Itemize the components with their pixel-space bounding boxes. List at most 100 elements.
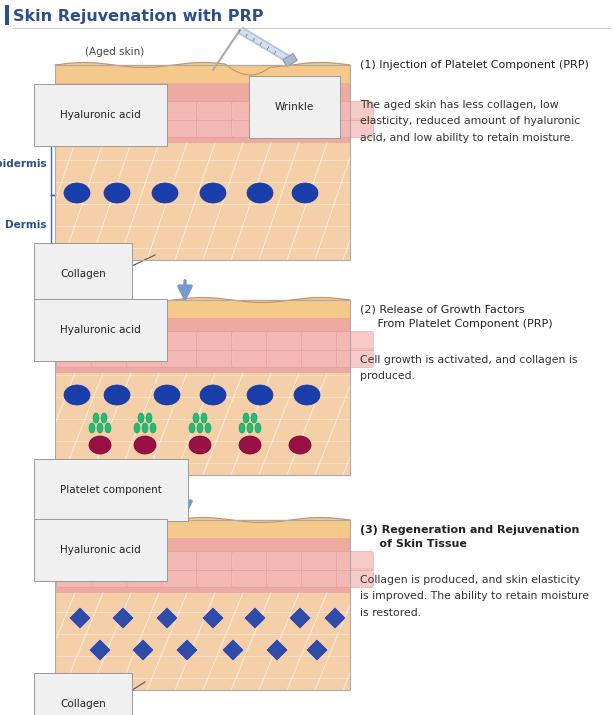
FancyBboxPatch shape xyxy=(301,348,338,368)
FancyBboxPatch shape xyxy=(126,102,163,121)
Bar xyxy=(55,318,350,373)
FancyBboxPatch shape xyxy=(91,568,128,588)
FancyBboxPatch shape xyxy=(196,348,233,368)
FancyBboxPatch shape xyxy=(266,568,303,588)
Polygon shape xyxy=(325,608,345,628)
FancyBboxPatch shape xyxy=(91,551,128,571)
FancyBboxPatch shape xyxy=(91,348,128,368)
Polygon shape xyxy=(307,640,327,660)
Text: Collagen is produced, and skin elasticity
is improved. The ability to retain moi: Collagen is produced, and skin elasticit… xyxy=(360,575,589,618)
Polygon shape xyxy=(203,608,223,628)
Ellipse shape xyxy=(101,413,107,423)
Bar xyxy=(283,54,297,66)
FancyBboxPatch shape xyxy=(266,551,303,571)
Ellipse shape xyxy=(205,423,211,433)
FancyBboxPatch shape xyxy=(91,332,128,350)
Text: Platelet component: Platelet component xyxy=(60,485,162,495)
FancyBboxPatch shape xyxy=(126,348,163,368)
FancyBboxPatch shape xyxy=(56,332,93,350)
Ellipse shape xyxy=(289,436,311,454)
Ellipse shape xyxy=(200,183,226,203)
Text: Collagen: Collagen xyxy=(60,699,106,709)
Text: (Aged skin): (Aged skin) xyxy=(85,47,144,57)
Text: Wrinkle: Wrinkle xyxy=(275,102,314,112)
Text: Epidermis: Epidermis xyxy=(0,159,47,169)
Ellipse shape xyxy=(197,423,203,433)
Polygon shape xyxy=(245,608,265,628)
FancyBboxPatch shape xyxy=(336,568,373,588)
FancyBboxPatch shape xyxy=(231,551,268,571)
FancyBboxPatch shape xyxy=(196,332,233,350)
Ellipse shape xyxy=(239,423,245,433)
Text: (3) Regeneration and Rejuvenation
     of Skin Tissue: (3) Regeneration and Rejuvenation of Ski… xyxy=(360,525,580,549)
FancyBboxPatch shape xyxy=(196,568,233,588)
Polygon shape xyxy=(177,640,197,660)
Bar xyxy=(55,65,350,260)
Bar xyxy=(55,520,350,538)
FancyBboxPatch shape xyxy=(336,348,373,368)
Bar xyxy=(55,83,350,143)
Text: Hyaluronic acid: Hyaluronic acid xyxy=(60,325,141,335)
Bar xyxy=(55,65,350,83)
Ellipse shape xyxy=(93,413,99,423)
FancyBboxPatch shape xyxy=(126,119,163,137)
FancyBboxPatch shape xyxy=(56,348,93,368)
Ellipse shape xyxy=(64,385,90,405)
FancyBboxPatch shape xyxy=(266,119,303,137)
Ellipse shape xyxy=(64,183,90,203)
Ellipse shape xyxy=(251,413,257,423)
Ellipse shape xyxy=(201,413,207,423)
Ellipse shape xyxy=(138,413,144,423)
Ellipse shape xyxy=(154,385,180,405)
Text: Collagen: Collagen xyxy=(60,269,106,279)
Bar xyxy=(55,300,350,475)
FancyBboxPatch shape xyxy=(161,568,198,588)
FancyBboxPatch shape xyxy=(196,102,233,121)
FancyBboxPatch shape xyxy=(266,348,303,368)
FancyBboxPatch shape xyxy=(231,568,268,588)
Ellipse shape xyxy=(105,423,111,433)
Polygon shape xyxy=(223,640,243,660)
FancyBboxPatch shape xyxy=(266,332,303,350)
FancyBboxPatch shape xyxy=(301,551,338,571)
Ellipse shape xyxy=(255,423,261,433)
Text: Hyaluronic acid: Hyaluronic acid xyxy=(60,110,141,120)
Ellipse shape xyxy=(193,413,199,423)
Ellipse shape xyxy=(247,423,253,433)
FancyBboxPatch shape xyxy=(301,332,338,350)
FancyBboxPatch shape xyxy=(231,119,268,137)
Ellipse shape xyxy=(189,436,211,454)
Ellipse shape xyxy=(89,423,95,433)
Bar xyxy=(55,373,350,475)
FancyBboxPatch shape xyxy=(196,551,233,571)
Ellipse shape xyxy=(146,413,152,423)
Ellipse shape xyxy=(247,183,273,203)
Text: The aged skin has less collagen, low
elasticity, reduced amount of hyaluronic
ac: The aged skin has less collagen, low ela… xyxy=(360,100,580,143)
Ellipse shape xyxy=(142,423,148,433)
Polygon shape xyxy=(113,608,133,628)
FancyBboxPatch shape xyxy=(161,102,198,121)
FancyBboxPatch shape xyxy=(336,102,373,121)
FancyBboxPatch shape xyxy=(301,119,338,137)
FancyBboxPatch shape xyxy=(301,568,338,588)
FancyBboxPatch shape xyxy=(231,332,268,350)
Polygon shape xyxy=(290,608,310,628)
FancyBboxPatch shape xyxy=(126,551,163,571)
Bar xyxy=(55,538,350,593)
Ellipse shape xyxy=(134,423,140,433)
Ellipse shape xyxy=(189,423,195,433)
Ellipse shape xyxy=(97,423,103,433)
Ellipse shape xyxy=(89,436,111,454)
Polygon shape xyxy=(133,640,153,660)
Ellipse shape xyxy=(152,183,178,203)
FancyBboxPatch shape xyxy=(161,332,198,350)
Ellipse shape xyxy=(104,183,130,203)
FancyBboxPatch shape xyxy=(126,568,163,588)
Ellipse shape xyxy=(150,423,156,433)
FancyBboxPatch shape xyxy=(91,119,128,137)
Ellipse shape xyxy=(134,436,156,454)
Polygon shape xyxy=(267,640,287,660)
FancyBboxPatch shape xyxy=(231,348,268,368)
Text: Cell growth is activated, and collagen is
produced.: Cell growth is activated, and collagen i… xyxy=(360,355,578,381)
FancyBboxPatch shape xyxy=(301,102,338,121)
